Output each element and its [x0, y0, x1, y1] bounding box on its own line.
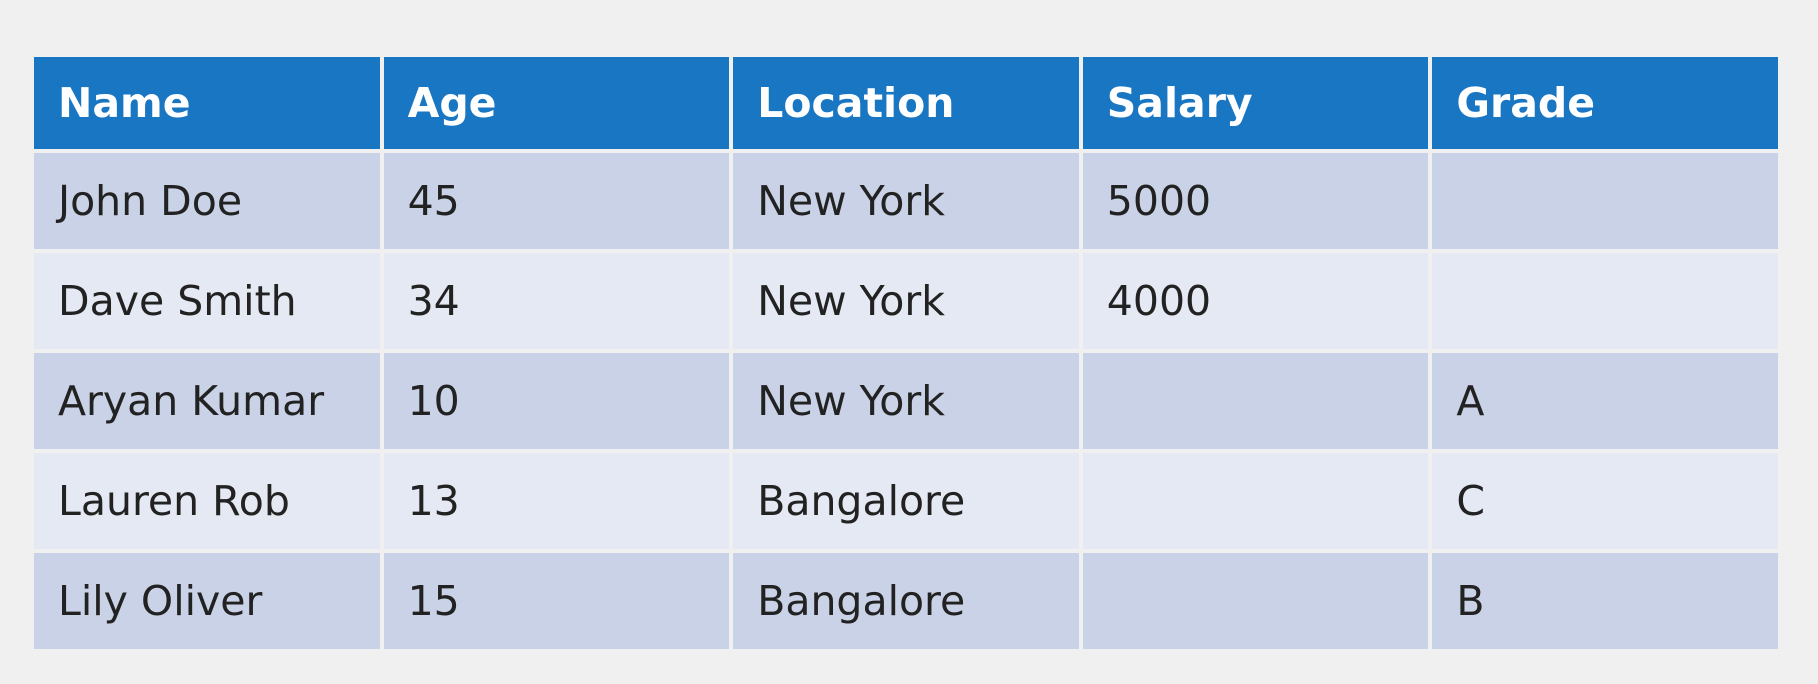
cell-age: 34: [383, 253, 730, 349]
table-row: John Doe 45 New York 5000: [34, 153, 1778, 249]
cell-grade: [1432, 153, 1778, 249]
column-header-salary: Salary: [1082, 57, 1429, 149]
cell-grade: [1432, 253, 1778, 349]
column-header-age: Age: [383, 57, 730, 149]
cell-age: 45: [383, 153, 730, 249]
cell-name: Lily Oliver: [34, 553, 380, 649]
cell-location: New York: [733, 253, 1079, 349]
header-row: Name Age Location Salary Grade: [34, 57, 1778, 149]
cell-age: 13: [383, 453, 730, 549]
table-row: Dave Smith 34 New York 4000: [34, 253, 1778, 349]
cell-salary: [1082, 553, 1429, 649]
cell-location: New York: [733, 353, 1079, 449]
column-header-name: Name: [34, 57, 380, 149]
cell-salary: [1082, 353, 1429, 449]
cell-location: Bangalore: [733, 553, 1079, 649]
cell-name: Lauren Rob: [34, 453, 380, 549]
cell-location: Bangalore: [733, 453, 1079, 549]
cell-location: New York: [733, 153, 1079, 249]
cell-name: John Doe: [34, 153, 380, 249]
table-row: Lauren Rob 13 Bangalore C: [34, 453, 1778, 549]
cell-age: 15: [383, 553, 730, 649]
data-table: Name Age Location Salary Grade John Doe …: [30, 53, 1782, 653]
cell-age: 10: [383, 353, 730, 449]
column-header-location: Location: [733, 57, 1079, 149]
cell-name: Aryan Kumar: [34, 353, 380, 449]
cell-salary: [1082, 453, 1429, 549]
cell-salary: 5000: [1082, 153, 1429, 249]
table-row: Aryan Kumar 10 New York A: [34, 353, 1778, 449]
column-header-grade: Grade: [1432, 57, 1778, 149]
cell-grade: C: [1432, 453, 1778, 549]
cell-grade: B: [1432, 553, 1778, 649]
cell-name: Dave Smith: [34, 253, 380, 349]
table-row: Lily Oliver 15 Bangalore B: [34, 553, 1778, 649]
cell-salary: 4000: [1082, 253, 1429, 349]
cell-grade: A: [1432, 353, 1778, 449]
